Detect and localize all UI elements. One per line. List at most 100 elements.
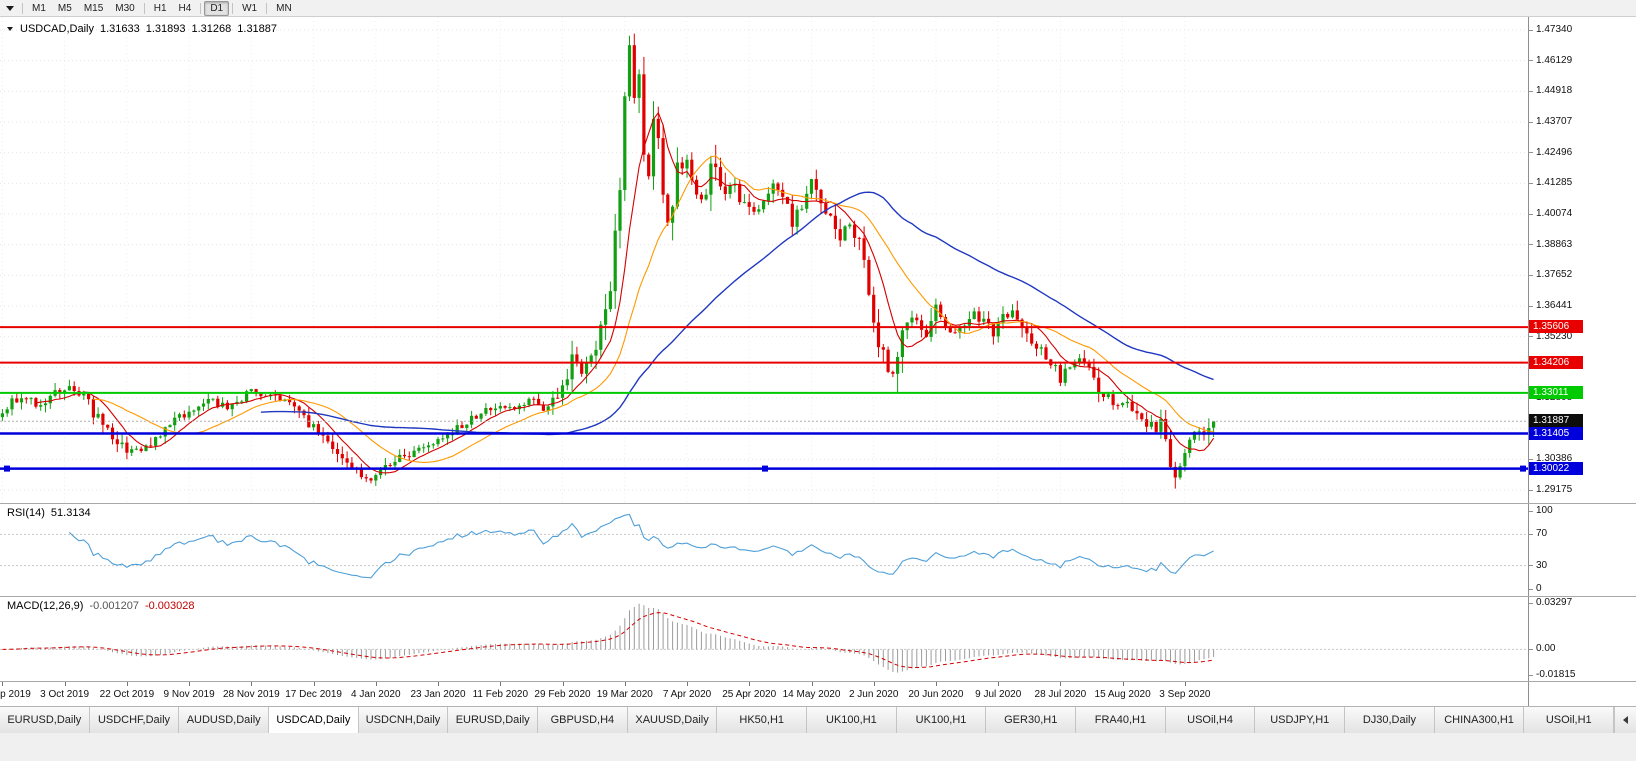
time-axis-tick (811, 682, 813, 686)
tab-dj30-daily[interactable]: DJ30,Daily (1345, 707, 1435, 733)
time-axis-label: 3 Sep 2020 (1159, 689, 1211, 700)
level-price-badge[interactable]: 1.30022 (1529, 461, 1583, 475)
macd-signal-line (2, 612, 1214, 668)
axis-tick (1529, 674, 1533, 676)
timeframe-button-m15[interactable]: M15 (83, 2, 104, 14)
tab-gbpusd-h4[interactable]: GBPUSD,H4 (538, 707, 628, 733)
toolbar-separator (200, 2, 202, 14)
hline-handle[interactable] (762, 465, 768, 472)
time-axis-tick (873, 682, 875, 686)
tab-eurusd-daily[interactable]: EURUSD,Daily (448, 707, 539, 733)
price-axis-label: 1.44918 (1536, 85, 1573, 97)
chart-area: USDCAD,Daily 1.31633 1.31893 1.31268 1.3… (0, 17, 1636, 706)
time-axis-label: 4 Jan 2020 (351, 689, 401, 700)
time-axis-tick (749, 682, 751, 686)
axis-tick (1529, 274, 1533, 276)
toolbar-separator (232, 2, 234, 14)
price-axis-label: 1.35230 (1536, 330, 1573, 342)
level-price-badge[interactable]: 1.31405 (1529, 426, 1583, 440)
price-axis-label: 1.43707 (1536, 116, 1573, 127)
time-axis-tick (375, 682, 377, 686)
time-axis-tick (624, 682, 626, 686)
price-chart-canvas[interactable] (0, 17, 1529, 503)
rsi-canvas (0, 513, 1528, 579)
tab-hk50-h1[interactable]: HK50,H1 (717, 707, 808, 733)
ma-20-line (93, 155, 1214, 463)
chevron-down-icon[interactable] (7, 27, 13, 31)
tab-usdchf-daily[interactable]: USDCHF,Daily (89, 707, 180, 733)
tab-uk100-h1[interactable]: UK100,H1 (807, 707, 897, 733)
bottom-spacer (0, 733, 1636, 761)
level-price-badge[interactable]: 1.33011 (1529, 385, 1583, 399)
time-axis-tick (438, 682, 439, 686)
axis-tick (1529, 458, 1533, 460)
price-chart-plot[interactable]: USDCAD,Daily 1.31633 1.31893 1.31268 1.3… (0, 17, 1529, 503)
triangle-down-icon (6, 5, 14, 11)
hline-handle[interactable] (1520, 465, 1526, 472)
ohlc-low: 1.31268 (191, 23, 232, 35)
time-axis-label: 14 May 2020 (782, 689, 841, 700)
macd-plot[interactable]: MACD(12,26,9) -0.001207 -0.003028 (0, 597, 1529, 681)
time-axis-tick (562, 682, 564, 686)
time-axis-label: 19 Mar 2020 (596, 689, 653, 700)
macd-value: -0.001207 (89, 600, 139, 612)
time-axis-label: 23 Jan 2020 (410, 689, 466, 700)
time-axis-label: 7 Apr 2020 (662, 689, 712, 700)
tab-usdcad-daily[interactable]: USDCAD,Daily (269, 707, 359, 733)
macd-axis-label: 0.03297 (1536, 597, 1573, 608)
macd-indicator-label: MACD(12,26,9) (7, 600, 84, 612)
price-axis-label: 1.41285 (1536, 177, 1573, 189)
time-axis-tick (1122, 682, 1124, 686)
axis-tick (1529, 602, 1533, 604)
ohlc-close: 1.31887 (237, 23, 278, 35)
time-axis-tick (687, 682, 688, 686)
time-axis-tick (500, 682, 502, 686)
hline-handle[interactable] (4, 465, 10, 472)
axis-corner (1529, 682, 1635, 706)
axis-tick (1529, 121, 1533, 123)
timeframe-button-m5[interactable]: M5 (57, 2, 72, 14)
rsi-label-row: RSI(14) 51.3134 (7, 507, 91, 519)
rsi-axis-label: 30 (1536, 559, 1548, 571)
tab-usoil-h1[interactable]: USOil,H1 (1524, 707, 1615, 733)
tab-usdjpy-h1[interactable]: USDJPY,H1 (1255, 707, 1346, 733)
toolbar-separator (22, 2, 23, 14)
chart-tabs-bar: EURUSD,Daily USDCHF,Daily AUDUSD,Daily USDC… (0, 706, 1636, 733)
candles-group (0, 33, 1216, 489)
timeframe-toolbar: M1 M5 M15 M30 H1 H4 D1 W1 MN (0, 0, 1636, 17)
chart-menu-icon[interactable] (3, 2, 17, 15)
price-axis-label: 1.36441 (1536, 300, 1573, 311)
timeframe-button-d1[interactable]: D1 (204, 0, 230, 16)
chart-tabs: EURUSD,Daily USDCHF,Daily AUDUSD,Daily USDC… (0, 707, 1615, 733)
tab-uk100-h1[interactable]: UK100,H1 (896, 707, 987, 733)
rsi-plot[interactable]: RSI(14) 51.3134 (0, 504, 1529, 596)
timeframe-button-h4[interactable]: H4 (178, 2, 192, 14)
timeframe-button-w1[interactable]: W1 (242, 2, 258, 14)
time-axis-label: 9 Nov 2019 (163, 689, 215, 700)
tab-scroll-left-button[interactable] (1614, 707, 1636, 733)
level-price-badge[interactable]: 1.34206 (1529, 355, 1583, 369)
tab-eurusd-daily[interactable]: EURUSD,Daily (0, 707, 90, 733)
axis-tick (1529, 305, 1533, 307)
timeframe-button-m30[interactable]: M30 (115, 2, 135, 14)
tab-audusd-daily[interactable]: AUDUSD,Daily (179, 707, 270, 733)
price-axis-label: 1.29175 (1536, 484, 1573, 495)
chart-ohlc-header: USDCAD,Daily 1.31633 1.31893 1.31268 1.3… (7, 23, 277, 35)
tab-fra40-h1[interactable]: FRA40,H1 (1076, 707, 1166, 733)
tab-usoil-h4[interactable]: USOil,H4 (1165, 707, 1256, 733)
tab-china300-h1[interactable]: CHINA300,H1 (1434, 707, 1525, 733)
toolbar-separator (143, 2, 145, 14)
time-axis[interactable]: 14 Sep 2019 3 Oct 2019 22 Oct 2019 9 Nov 20… (0, 682, 1529, 706)
tab-usdcnh-daily[interactable]: USDCNH,Daily (358, 707, 449, 733)
axis-tick (1529, 565, 1533, 567)
time-axis-tick (251, 682, 253, 686)
tab-xauusd-daily[interactable]: XAUUSD,Daily (627, 707, 718, 733)
timeframe-button-m1[interactable]: M1 (32, 2, 46, 14)
price-axis-label: 1.40074 (1536, 208, 1573, 219)
timeframe-button-h1[interactable]: H1 (153, 2, 167, 14)
rsi-value: 51.3134 (50, 507, 91, 519)
level-price-badge[interactable]: 1.35606 (1529, 320, 1583, 334)
tab-ger30-h1[interactable]: GER30,H1 (986, 707, 1077, 733)
timeframe-button-mn[interactable]: MN (276, 2, 292, 14)
time-axis-tick (313, 682, 315, 686)
